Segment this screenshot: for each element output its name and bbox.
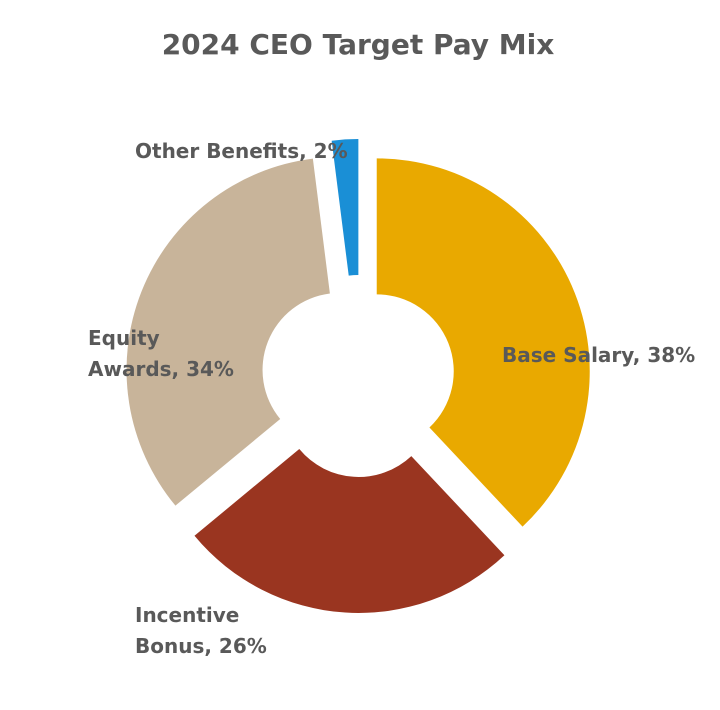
pie-slices <box>126 139 590 613</box>
label-line: Equity <box>88 326 160 350</box>
label-incentive-bonus: Incentive Bonus, 26% <box>135 603 267 658</box>
slice-base-salary <box>376 158 590 527</box>
label-base-salary: Base Salary, 38% <box>502 343 695 367</box>
slice-other-benefits <box>331 139 359 276</box>
label-line: Base Salary, 38% <box>502 343 695 367</box>
label-line: Awards, 34% <box>88 357 234 381</box>
label-line: Incentive <box>135 603 239 627</box>
chart-title: 2024 CEO Target Pay Mix <box>162 28 555 61</box>
slice-equity-awards <box>126 158 330 506</box>
label-other-benefits: Other Benefits, 2% <box>135 139 348 163</box>
slice-labels: Base Salary, 38% Incentive Bonus, 26% Equit… <box>88 139 695 658</box>
slice-incentive-bonus <box>194 449 505 613</box>
label-line: Bonus, 26% <box>135 634 267 658</box>
label-equity-awards: Equity Awards, 34% <box>88 326 234 381</box>
label-line: Other Benefits, 2% <box>135 139 348 163</box>
